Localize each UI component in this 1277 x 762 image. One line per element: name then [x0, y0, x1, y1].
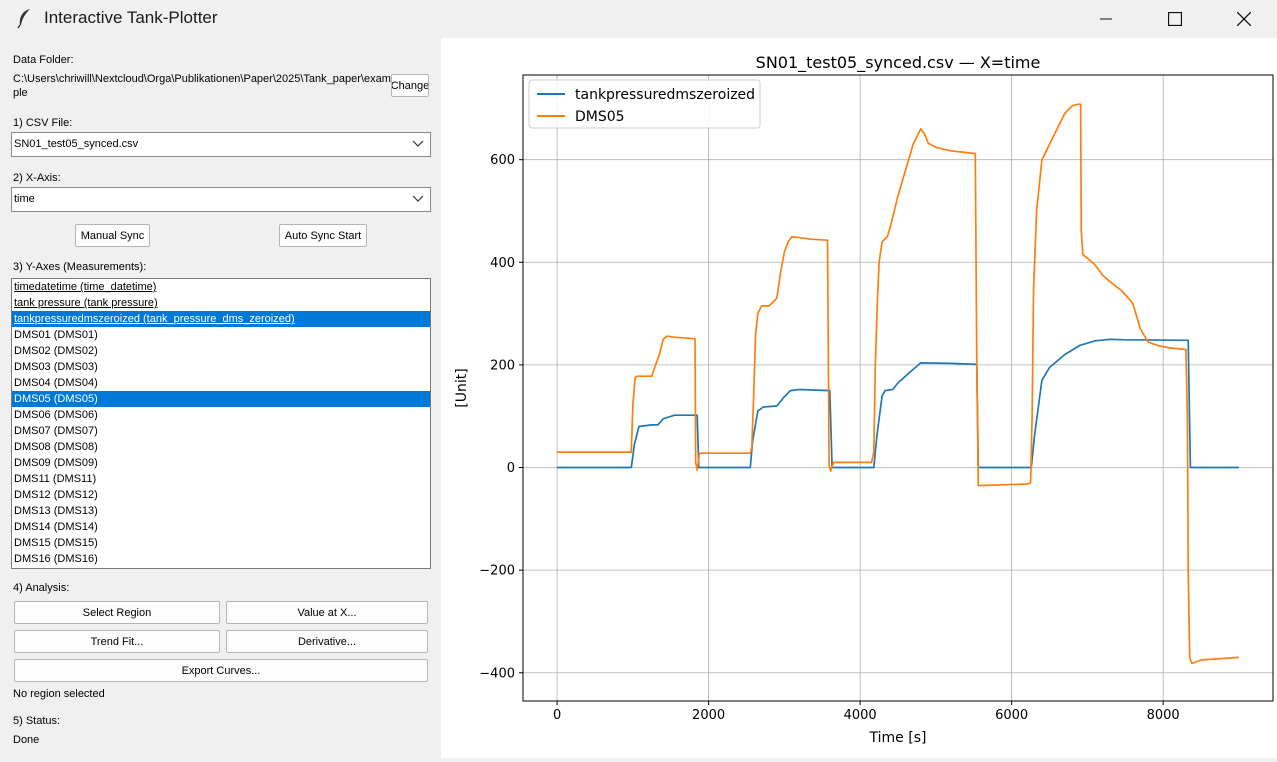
y-axis-list-item[interactable]: DMS16 (DMS16)	[14, 553, 98, 565]
data-folder-path: C:\Users\chriwill\Nextcloud\Orga\Publika…	[13, 73, 391, 99]
derivative-button[interactable]: Derivative...	[226, 630, 428, 653]
x-tick-label: 6000	[995, 708, 1028, 723]
select-region-button[interactable]: Select Region	[14, 601, 220, 624]
y-tick-label: −200	[479, 564, 515, 579]
window-title: Interactive Tank-Plotter	[44, 8, 218, 27]
region-status-text: No region selected	[13, 688, 105, 700]
y-axis-list-item[interactable]: DMS12 (DMS12)	[14, 489, 98, 501]
legend-entry: DMS05	[575, 109, 625, 125]
x-tick-label: 4000	[844, 708, 877, 723]
y-tick-label: −400	[479, 666, 515, 681]
y-axis-list-item[interactable]: tankpressuredmszeroized (tank_pressure_d…	[12, 311, 430, 327]
csv-file-label: 1) CSV File:	[13, 117, 73, 129]
legend-box	[528, 79, 761, 129]
y-tick-label: 200	[490, 358, 515, 373]
y-axis-list-item[interactable]: DMS11 (DMS11)	[14, 473, 97, 485]
x-axis-value: time	[14, 193, 35, 205]
maximize-icon	[1168, 12, 1182, 26]
manual-sync-button[interactable]: Manual Sync	[75, 224, 150, 247]
y-axis-list-item[interactable]: DMS02 (DMS02)	[14, 345, 98, 357]
y-tick-label: 600	[490, 153, 515, 168]
x-axis-label: 2) X-Axis:	[13, 172, 61, 184]
csv-file-value: SN01_test05_synced.csv	[14, 138, 139, 150]
legend-entry: tankpressuredmszeroized	[575, 87, 755, 103]
y-axis-list-item[interactable]: DMS14 (DMS14)	[14, 521, 98, 533]
x-axis-select[interactable]: time	[11, 187, 431, 212]
series-line-2	[557, 103, 1239, 665]
y-axis-list-item[interactable]: tank pressure (tank pressure)	[14, 297, 158, 309]
close-button[interactable]	[1210, 0, 1277, 38]
status-value: Done	[13, 734, 40, 746]
title-bar: Interactive Tank-Plotter	[0, 0, 1277, 38]
y-axis-list-item[interactable]: DMS09 (DMS09)	[14, 457, 98, 469]
maximize-button[interactable]	[1141, 0, 1209, 38]
chart-grid	[523, 75, 1273, 701]
y-axis-list-item[interactable]: DMS06 (DMS06)	[14, 409, 98, 421]
csv-file-select[interactable]: SN01_test05_synced.csv	[11, 132, 431, 157]
feather-icon	[17, 9, 30, 29]
chart-series	[557, 103, 1239, 665]
minimize-button[interactable]	[1072, 0, 1140, 38]
x-tick-label: 0	[553, 708, 561, 723]
minimize-icon	[1100, 18, 1112, 20]
plot-frame	[522, 74, 1274, 702]
chart-ticks: 0 2000 4000 6000 8000 −400 −200 0 200 400 600	[479, 153, 1179, 723]
close-icon	[1237, 12, 1251, 26]
y-tick-label: 400	[490, 256, 515, 271]
y-axis-list-item[interactable]: DMS04 (DMS04)	[14, 377, 98, 389]
y-axis-list-item[interactable]: DMS03 (DMS03)	[14, 361, 98, 373]
y-axis-list-item[interactable]: DMS01 (DMS01)	[14, 329, 98, 341]
y-axis-list-item[interactable]: DMS05 (DMS05)	[12, 391, 430, 407]
export-curves-button[interactable]: Export Curves...	[14, 659, 428, 682]
y-axis-title: [Unit]	[454, 368, 470, 407]
y-axes-listbox[interactable]: timedatetime (time_datetime)tank pressur…	[11, 278, 431, 569]
x-tick-label: 2000	[692, 708, 725, 723]
change-folder-button[interactable]: Change	[391, 74, 429, 97]
plot-panel[interactable]: 0 2000 4000 6000 8000 −400 −200 0 200 400 600 SN01…	[441, 38, 1277, 758]
chart-title: SN01_test05_synced.csv — X=time	[756, 53, 1041, 73]
y-axis-list-item[interactable]: DMS08 (DMS08)	[14, 441, 98, 453]
data-folder-label: Data Folder:	[13, 54, 74, 66]
y-axis-list-item[interactable]: DMS13 (DMS13)	[14, 505, 98, 517]
status-label: 5) Status:	[13, 715, 61, 727]
y-axis-list-item[interactable]: DMS15 (DMS15)	[14, 537, 98, 549]
y-axis-list-item[interactable]: timedatetime (time_datetime)	[14, 281, 157, 293]
y-tick-label: 0	[507, 461, 515, 476]
chart-legend: tankpressuredmszeroized DMS05	[528, 79, 761, 129]
y-axis-list-item[interactable]: DMS07 (DMS07)	[14, 425, 98, 437]
line-chart[interactable]: 0 2000 4000 6000 8000 −400 −200 0 200 400 600 SN01…	[441, 38, 1277, 758]
analysis-label: 4) Analysis:	[13, 582, 70, 594]
trend-fit-button[interactable]: Trend Fit...	[14, 630, 220, 653]
series-line-1	[557, 338, 1239, 469]
chevron-down-icon	[412, 140, 424, 147]
auto-sync-start-button[interactable]: Auto Sync Start	[279, 224, 367, 247]
y-axes-label: 3) Y-Axes (Measurements):	[13, 261, 147, 273]
x-axis-title: Time [s]	[869, 730, 927, 746]
value-at-x-button[interactable]: Value at X...	[226, 601, 428, 624]
chevron-down-icon	[412, 195, 424, 202]
control-panel: Data Folder: C:\Users\chriwill\Nextcloud…	[0, 38, 440, 758]
x-tick-label: 8000	[1147, 708, 1180, 723]
